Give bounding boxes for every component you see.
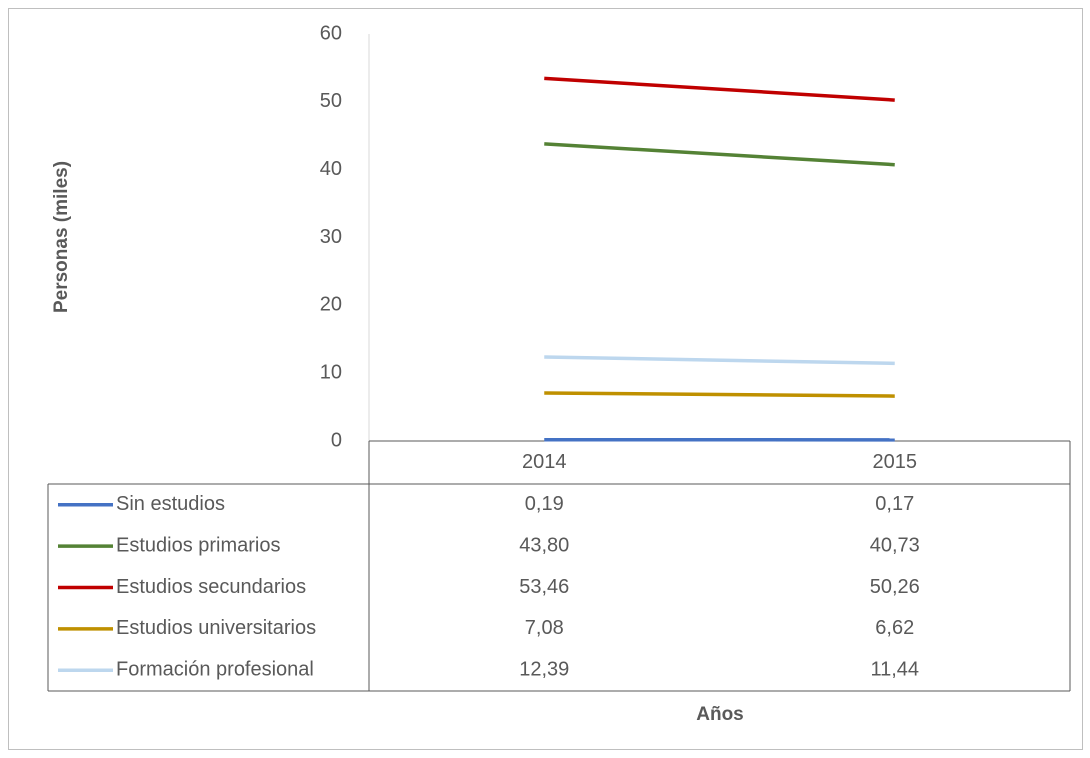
x-tick-label: 2015: [873, 451, 918, 473]
data-label: 40,73: [870, 534, 920, 556]
data-label: 7,08: [525, 617, 564, 639]
y-tick-label: 30: [320, 226, 342, 248]
x-tick-label: 2014: [522, 451, 567, 473]
data-label: 12,39: [519, 659, 569, 681]
data-label: 50,26: [870, 576, 920, 598]
legend-label: Estudios secundarios: [116, 576, 306, 598]
data-label: 53,46: [519, 576, 569, 598]
legend-label: Estudios primarios: [116, 534, 281, 556]
y-tick-label: 20: [320, 294, 342, 316]
series-line: [544, 76, 895, 102]
x-axis-label: Años: [696, 704, 744, 725]
chart-frame: [8, 8, 1083, 750]
data-label: 0,19: [525, 493, 564, 515]
y-tick-label: 10: [320, 361, 342, 383]
series-line: [544, 355, 895, 366]
y-tick-label: 60: [320, 22, 342, 44]
series-line: [544, 142, 895, 167]
y-tick-label: 0: [331, 429, 342, 451]
data-label: 43,80: [519, 534, 569, 556]
data-label: 6,62: [875, 617, 914, 639]
series-line: [544, 391, 895, 398]
legend-label: Sin estudios: [116, 493, 225, 515]
legend-label: Estudios universitarios: [116, 617, 316, 639]
y-tick-label: 40: [320, 158, 342, 180]
data-label: 0,17: [875, 493, 914, 515]
y-tick-label: 50: [320, 90, 342, 112]
data-label: 11,44: [870, 659, 919, 681]
legend-label: Formación profesional: [116, 659, 314, 681]
y-axis-label: Personas (miles): [51, 161, 72, 313]
